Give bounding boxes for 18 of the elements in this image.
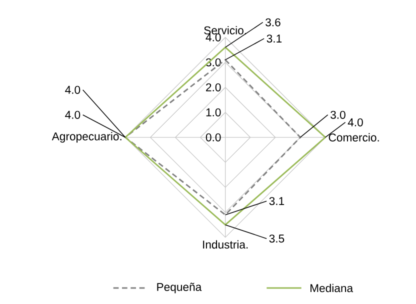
legend-label: Pequeña [157,282,202,294]
legend-label: Mediana [310,284,354,292]
data-label: 3.0 [330,110,346,119]
y-tick-label: 2.0 [206,83,221,92]
y-tick-label: 0.0 [206,133,221,142]
y-tick-label: 4.0 [206,33,221,42]
data-label: 4.0 [65,86,80,94]
y-tick-label: 1.0 [206,108,221,116]
data-label: 4.0 [65,110,80,119]
spoke-label: Servicio. [204,26,246,34]
spoke-label: Agropecuario. [52,132,122,143]
spoke-label: Comercio. [328,133,379,142]
data-label: 4.0 [348,118,363,126]
data-label: 3.1 [266,34,282,43]
spoke-label: Industria. [203,240,248,249]
data-label: 3.5 [269,234,284,243]
data-label: 3.1 [269,197,284,206]
data-label: 3.6 [266,18,280,26]
